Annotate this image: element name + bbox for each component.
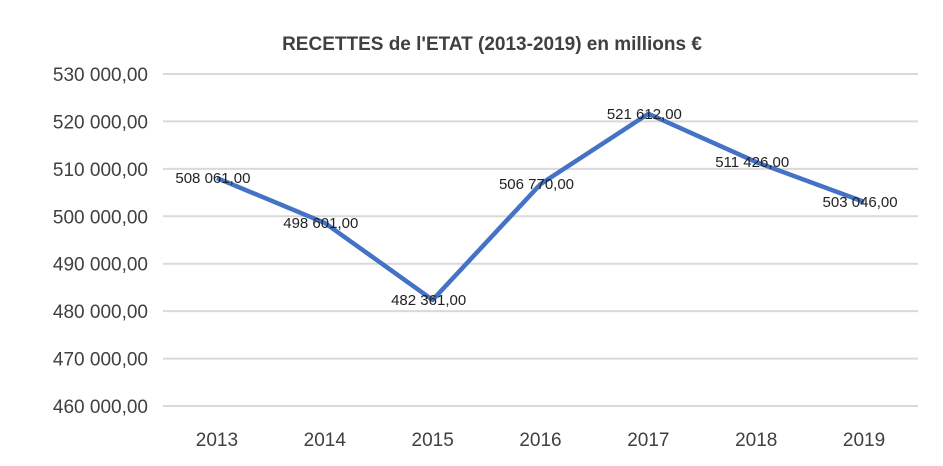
series-line: [216, 111, 865, 303]
data-label: 482 361,00: [391, 292, 466, 309]
x-tick-label: 2013: [196, 430, 238, 451]
x-tick-label: 2019: [843, 430, 885, 451]
x-tick-label: 2017: [627, 430, 669, 451]
y-tick-label: 470 000,00: [53, 350, 148, 371]
x-tick-label: 2016: [519, 430, 561, 451]
y-tick-label: 510 000,00: [53, 160, 148, 181]
data-label: 511 426,00: [715, 154, 789, 171]
y-tick-label: 490 000,00: [53, 255, 148, 276]
data-label: 498 601,00: [283, 215, 358, 232]
y-tick-label: 530 000,00: [53, 65, 148, 86]
data-label: 503 046,00: [823, 194, 898, 211]
data-label: 521 612,00: [607, 106, 682, 123]
x-tick-label: 2014: [304, 430, 347, 451]
data-label: 508 061,00: [175, 170, 250, 187]
chart-title: RECETTES de l'ETAT (2013-2019) en millio…: [282, 34, 702, 55]
y-tick-label: 480 000,00: [53, 302, 148, 323]
y-tick-label: 460 000,00: [53, 397, 148, 418]
x-tick-label: 2015: [412, 430, 454, 451]
y-tick-label: 520 000,00: [53, 112, 148, 133]
x-tick-label: 2018: [735, 430, 777, 451]
data-label: 506 770,00: [499, 176, 574, 193]
y-tick-label: 500 000,00: [53, 207, 148, 228]
